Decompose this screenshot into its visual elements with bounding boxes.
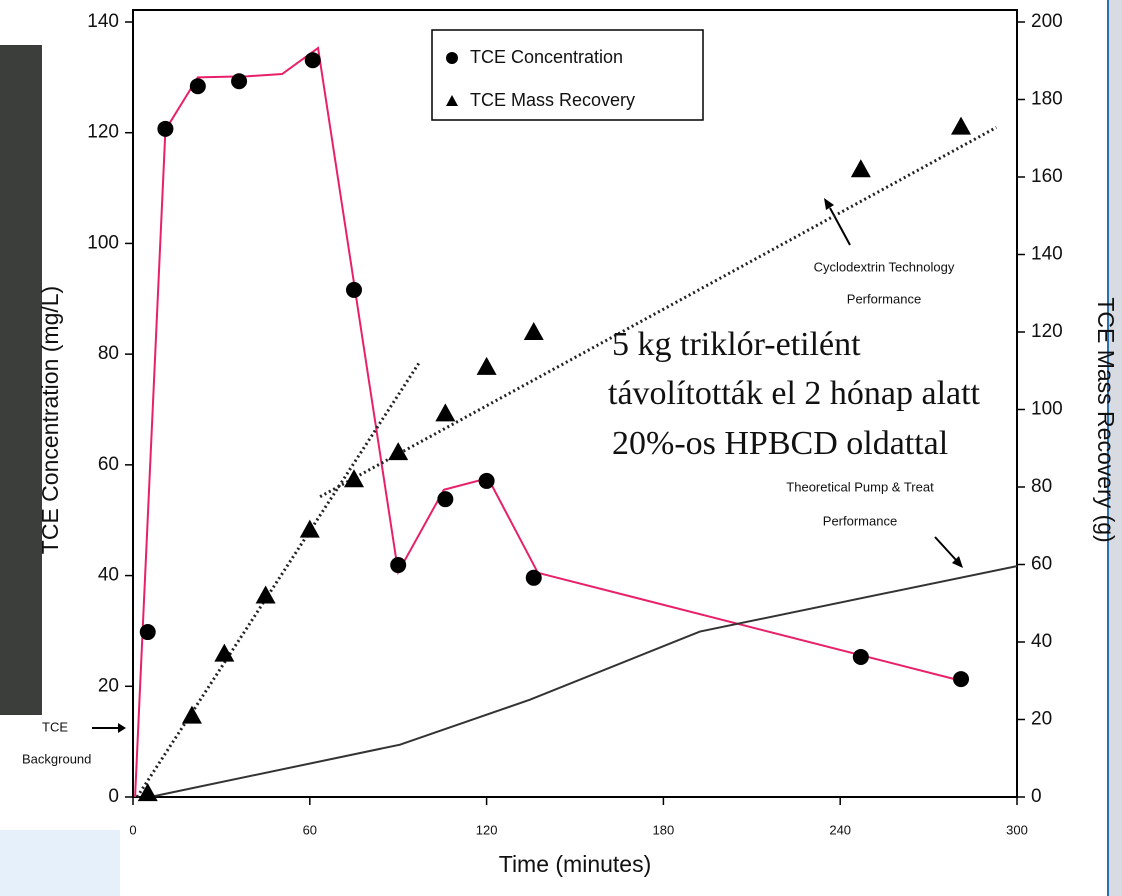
y-tick-label: 20 [98, 675, 119, 696]
annotation: TCE [42, 719, 68, 734]
y2-tick-label: 120 [1031, 321, 1063, 342]
trend-line [134, 46, 962, 798]
x-tick-label: 240 [829, 822, 851, 837]
legend-marker [446, 52, 458, 64]
y2-tick-label: 140 [1031, 244, 1063, 265]
x-tick-label: 180 [653, 822, 675, 837]
plot-frame [132, 9, 1018, 798]
y-tick-label: 60 [98, 454, 119, 475]
y-tick-label: 80 [98, 343, 119, 364]
y-tick-label: 140 [87, 11, 119, 32]
legend-marker [446, 95, 458, 106]
triangle-point [181, 705, 202, 724]
triangle-point [850, 159, 871, 178]
circle-point [478, 472, 495, 489]
y2-axis-title: TCE Mass Recovery (g) [1093, 297, 1119, 542]
circle-point [231, 73, 248, 90]
triangle-point [344, 469, 364, 488]
annotation: Background [22, 751, 91, 766]
circle-point [346, 281, 362, 298]
x-tick-label: 300 [1006, 822, 1028, 837]
triangle-point [137, 783, 158, 802]
legend-label: TCE Concentration [470, 47, 623, 67]
annotation: Cyclodextrin Technology [814, 259, 955, 274]
y2-tick-label: 160 [1031, 166, 1063, 187]
arrow-head [824, 198, 834, 210]
annotation: Performance [823, 513, 897, 528]
circle-point [189, 78, 206, 95]
arrow-head [118, 723, 126, 733]
triangle-point [435, 403, 456, 422]
y2-tick-label: 200 [1031, 11, 1063, 32]
circle-point [304, 52, 321, 69]
triangle-point [523, 322, 544, 340]
y-tick-label: 120 [87, 122, 119, 143]
y2-tick-label: 20 [1031, 709, 1052, 730]
triangle-point [388, 442, 409, 461]
arrow [934, 536, 957, 561]
y2-tick-label: 40 [1031, 631, 1052, 652]
x-tick-label: 60 [303, 822, 317, 837]
circle-point [953, 671, 970, 688]
legend-label: TCE Mass Recovery [470, 90, 635, 110]
y2-tick-label: 80 [1031, 476, 1052, 497]
triangle-point [214, 643, 235, 662]
circle-point [852, 648, 869, 665]
x-tick-label: 120 [476, 822, 498, 837]
x-tick-label: 0 [129, 822, 136, 837]
triangle-point [255, 585, 276, 604]
trend-line [135, 360, 422, 798]
y-tick-label: 100 [87, 232, 119, 253]
overlay-text: 5 kg triklór-etilént [612, 326, 861, 363]
annotation: Performance [847, 291, 921, 306]
y2-tick-label: 0 [1031, 786, 1042, 807]
y-tick-label: 40 [98, 565, 119, 586]
y2-tick-label: 100 [1031, 399, 1063, 420]
triangle-point [951, 116, 972, 135]
circle-point [157, 120, 174, 137]
legend [431, 29, 704, 121]
y-axis-title: TCE Concentration (mg/L) [37, 286, 63, 554]
photo-strip [0, 45, 42, 715]
trend-line [319, 126, 998, 499]
y2-tick-label: 180 [1031, 89, 1063, 110]
triangle-point [299, 519, 320, 538]
y2-tick-label: 60 [1031, 554, 1052, 575]
circle-point [437, 491, 454, 508]
overlay-text: távolították el 2 hónap alatt [608, 375, 981, 412]
x-axis-title: Time (minutes) [499, 851, 652, 877]
slide-edge [1108, 0, 1122, 896]
slide-corner [0, 830, 120, 896]
triangle-point [476, 356, 497, 375]
circle-point [390, 557, 407, 574]
annotation: Theoretical Pump & Treat [786, 479, 934, 494]
overlay-text: 20%-os HPBCD oldattal [612, 425, 948, 462]
circle-point [139, 624, 156, 641]
circle-point [525, 569, 542, 586]
arrow-head [952, 556, 963, 568]
y-tick-label: 0 [108, 786, 119, 807]
arrow [829, 207, 851, 246]
trend-line [149, 565, 1018, 798]
